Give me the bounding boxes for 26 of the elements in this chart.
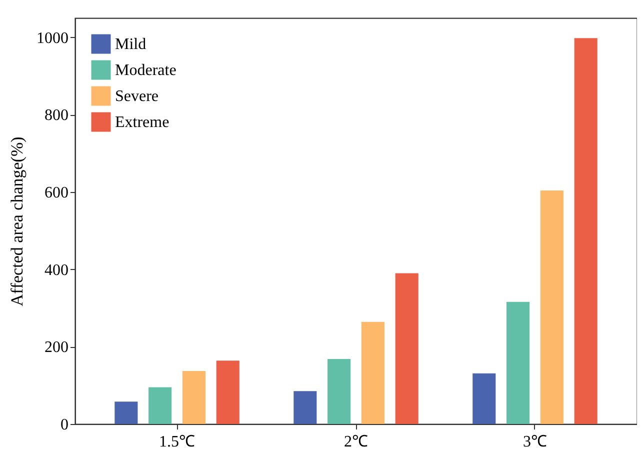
bar — [216, 360, 240, 424]
legend-label: Severe — [115, 88, 159, 105]
x-tick-label: 1.5℃ — [159, 434, 196, 450]
bar — [506, 302, 530, 424]
bar — [361, 322, 384, 424]
legend-label: Extreme — [115, 114, 170, 131]
y-tick-label: 400 — [44, 262, 68, 279]
y-tick-label: 1000 — [36, 30, 68, 47]
bar — [540, 190, 564, 424]
bar — [328, 359, 351, 424]
bar — [182, 371, 206, 424]
bar — [114, 402, 138, 424]
y-tick-label: 0 — [60, 416, 68, 434]
x-tick-label: 2℃ — [344, 434, 368, 450]
bar — [574, 38, 598, 424]
bar — [148, 387, 172, 424]
legend-label: Mild — [115, 36, 146, 53]
y-tick-label: 800 — [44, 107, 68, 124]
bar — [395, 273, 418, 424]
y-tick-label: 600 — [44, 184, 68, 202]
legend-label: Moderate — [115, 62, 176, 79]
bar — [472, 373, 496, 424]
bar — [294, 391, 317, 424]
y-axis-title: Affected area change(%) — [8, 136, 26, 306]
x-tick-label: 3℃ — [522, 434, 547, 450]
y-tick-label: 200 — [44, 339, 68, 356]
